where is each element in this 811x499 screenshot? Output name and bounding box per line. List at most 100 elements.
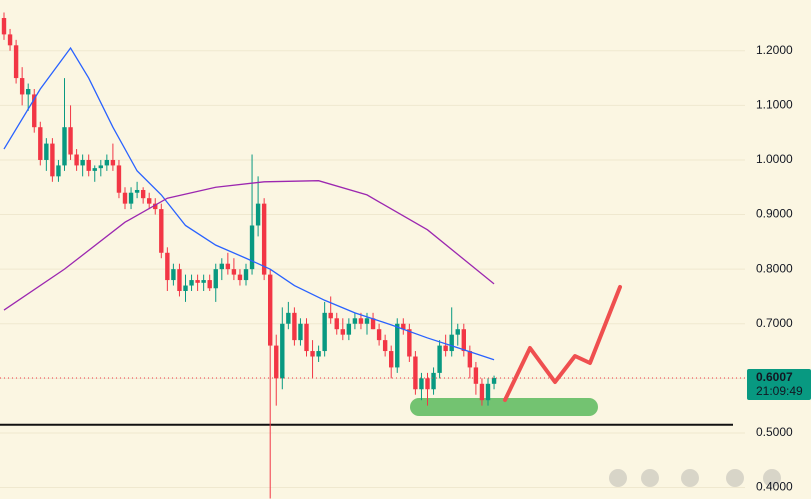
candle-body [437, 345, 442, 373]
candle-body [134, 189, 140, 193]
candle-body [401, 323, 406, 330]
y-tick-label: 0.5000 [756, 425, 793, 439]
watermark [609, 469, 781, 487]
candle-body [280, 323, 285, 379]
candle-body [382, 340, 388, 352]
candle-body [431, 372, 436, 390]
candle-body [395, 323, 400, 368]
candle-body [80, 159, 85, 166]
candle-body [485, 383, 491, 401]
candle-body [195, 280, 200, 283]
candle-body [177, 269, 182, 291]
candle-body [104, 159, 110, 166]
candle-body [449, 334, 454, 352]
candle-body [26, 88, 31, 95]
candle-body [268, 274, 273, 346]
candle-body [255, 203, 261, 226]
candle-body [183, 285, 188, 291]
y-tick-label: 0.8000 [756, 261, 793, 275]
candle-body [219, 263, 224, 270]
candle-body [110, 159, 116, 166]
candle-body [44, 143, 49, 160]
candle-body [340, 329, 345, 335]
y-tick-label: 0.4000 [756, 480, 793, 494]
candle-body [467, 351, 473, 368]
countdown: 21:09:49 [756, 384, 803, 398]
candle-body [328, 312, 333, 319]
candle-body [207, 280, 212, 289]
y-tick-label: 1.1000 [756, 98, 793, 112]
candle-body [1, 18, 7, 35]
candle-body [68, 127, 73, 155]
candle-body [473, 367, 479, 384]
candle-body [122, 192, 128, 204]
candle-body [7, 34, 13, 46]
candle-body [352, 318, 358, 324]
candle-body [310, 351, 315, 357]
candle-body [140, 189, 146, 199]
moving-average [3, 180, 495, 311]
zone [410, 397, 598, 417]
candle-body [370, 318, 376, 330]
candle-body [304, 323, 309, 352]
candle-body [201, 280, 206, 283]
candle-body [261, 203, 267, 275]
candle-body [346, 323, 352, 335]
candle-body [74, 154, 79, 166]
candle-body [116, 165, 122, 193]
candle-body [389, 351, 394, 368]
candle-body [50, 143, 55, 177]
candle-body [292, 312, 297, 341]
candle-body [407, 329, 412, 357]
candle-body [479, 383, 485, 401]
candle-body [443, 345, 448, 352]
y-tick-label: 0.7000 [756, 316, 793, 330]
candle-body [243, 269, 249, 281]
candle-body [153, 203, 158, 210]
candle-body [231, 269, 237, 275]
candle-body [364, 318, 370, 324]
candle-body [455, 329, 460, 335]
candle-body [298, 323, 303, 341]
drawn-arrow [503, 285, 622, 402]
y-tick-label: 1.0000 [756, 152, 793, 166]
last-price-label: 0.6007 [756, 370, 793, 384]
candle-body [237, 274, 243, 281]
candle-body [274, 345, 279, 379]
candle-body [249, 225, 255, 270]
candle-body [225, 263, 231, 270]
candle-body [425, 378, 430, 390]
candle-body [19, 78, 25, 95]
candle-body [92, 168, 97, 171]
candle-body [286, 312, 291, 324]
candle-body [376, 329, 382, 341]
candle-body [98, 165, 103, 169]
candle-body [334, 318, 339, 330]
candle-body [358, 318, 364, 324]
candle-body [147, 198, 152, 204]
candle-body [128, 192, 134, 204]
candle-body [316, 351, 321, 357]
price-badge [747, 368, 811, 400]
candle-body [62, 127, 67, 166]
candle-body [159, 209, 164, 253]
candle-body [491, 377, 497, 384]
y-tick-label: 0.9000 [756, 207, 793, 221]
candle-body [413, 356, 418, 390]
candle-body [165, 252, 170, 281]
candle-body [213, 269, 218, 289]
y-tick-label: 1.2000 [756, 43, 793, 57]
candle-body [171, 269, 176, 281]
candle-body [56, 165, 61, 177]
candle-body [86, 159, 91, 171]
moving-average [3, 46, 495, 361]
candle-body [32, 94, 37, 128]
price-axis: 0.40000.50000.60000.70000.80000.90001.00… [747, 43, 811, 494]
plot [0, 12, 745, 499]
candle-body [38, 127, 43, 160]
candle-body [13, 45, 19, 79]
candle-body [322, 312, 327, 352]
candle-body [419, 378, 424, 390]
